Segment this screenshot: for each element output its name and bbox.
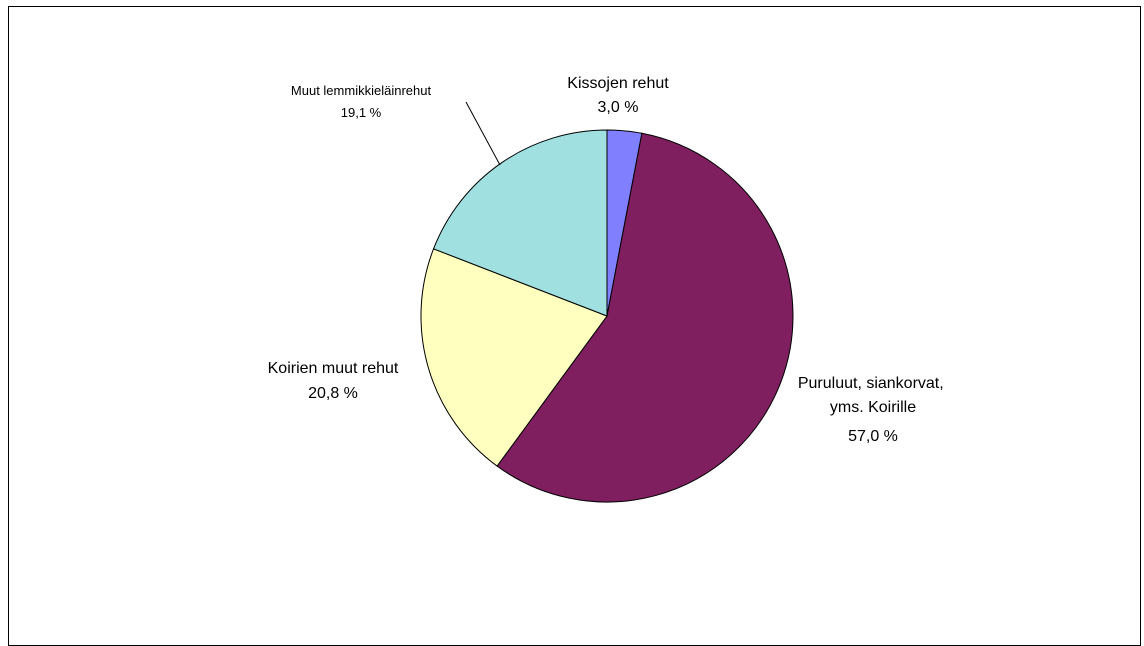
slice-value-puruluut: 57,0 % xyxy=(848,428,898,445)
slice-label-koirien-muut-rehut: Koirien muut rehut xyxy=(268,360,399,377)
slice-value-koirien-muut-rehut: 20,8 % xyxy=(308,385,358,402)
slice-value-kissojen-rehut: 3,0 % xyxy=(598,99,639,116)
slice-label-kissojen-rehut: Kissojen rehut xyxy=(567,75,669,92)
pie-chart: Kissojen rehut 3,0 % Puruluut, siankorva… xyxy=(268,75,948,503)
label-leader-line xyxy=(465,101,501,166)
slice-value-muut-lemmikkielainrehut: 19,1 % xyxy=(341,105,382,120)
slice-label-puruluut: Puruluut, siankorvat, yms. Koirille xyxy=(798,375,948,416)
pie-slice-muut-lemmikkielainrehut xyxy=(432,129,608,317)
pie-slice-koirien-muut-rehut xyxy=(420,248,608,467)
pie-slice-puruluut xyxy=(496,132,794,503)
pie-slices xyxy=(420,129,794,503)
slice-label-muut-lemmikkielainrehut: Muut lemmikkieläinrehut xyxy=(291,83,432,98)
